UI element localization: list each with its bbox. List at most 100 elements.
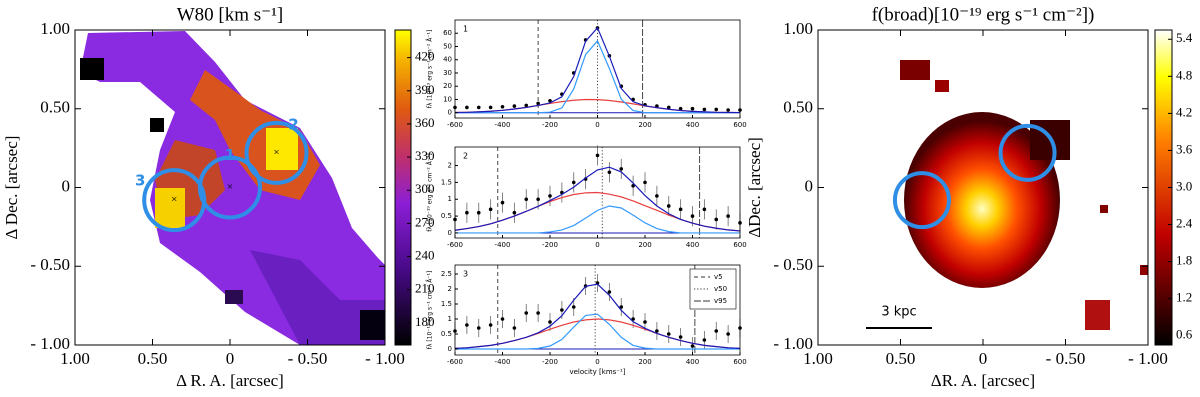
data-point (548, 320, 552, 324)
legend-label: v95 (714, 297, 727, 305)
x-tick-label: -200 (542, 121, 558, 129)
x-tick-label: -400 (495, 121, 511, 129)
y-tick-label: 30 (443, 69, 452, 77)
data-point (726, 108, 730, 112)
colorbar-tick-label: 4.8 (1176, 67, 1192, 82)
x-tick-label: 400 (686, 121, 699, 129)
x-tick-label: 0 (979, 349, 988, 368)
data-point (726, 214, 730, 218)
aperture (244, 120, 309, 185)
y-tick-label: 0 (448, 229, 452, 237)
data-point (476, 105, 481, 110)
aperture-label: 1 (225, 146, 235, 164)
y-axis-label: fλ [10⁻¹⁹ erg s⁻¹ cm⁻² Å⁻¹] (427, 271, 434, 349)
y-axis-label: fλ [10⁻¹⁹ erg s⁻¹ cm⁻² Å⁻¹] (427, 30, 434, 108)
x-tick-label: 400 (686, 241, 699, 249)
data-point (571, 180, 576, 185)
colorbar-tick-label: 5.4 (1176, 30, 1193, 45)
x-tick-label: 0.50 (886, 349, 916, 368)
data-point (619, 305, 624, 309)
data-point (500, 200, 505, 205)
data-point (524, 103, 529, 108)
y-tick-label: 1 (448, 195, 452, 203)
y-tick-label: - 0.50 (773, 255, 813, 274)
colorbar-tick-label: 3.6 (1176, 141, 1193, 156)
aperture-label: 3 (135, 172, 145, 190)
aperture-center: × (273, 146, 279, 158)
flux-map-image (900, 60, 1148, 330)
data-point (643, 320, 647, 324)
data-point (512, 210, 517, 215)
data-point (536, 101, 540, 106)
x-tick-label: - 1.00 (365, 349, 405, 368)
map-panel: W80 [km s⁻¹] 1.00 0.50 0 - 0.50 - 1.00 - 1.00 -… (2, 4, 435, 390)
colorbar-tick-label: 420 (415, 49, 435, 64)
colorbar-tick-label: 390 (415, 82, 435, 97)
data-point (524, 311, 529, 315)
data-point (678, 335, 683, 339)
colorbar-tick-label: 240 (415, 248, 435, 263)
data-point (500, 104, 505, 109)
data-point (702, 338, 707, 342)
data-point (536, 311, 540, 315)
map-panel: f(broad)[10⁻¹⁹ erg s⁻¹ cm⁻²]) 1.00 0.50 0 - … (745, 4, 1193, 390)
x-tick-label: -200 (542, 241, 558, 249)
x-tick-label: 600 (733, 241, 746, 249)
data-point (465, 323, 469, 327)
y-tick-label: 10 (443, 95, 452, 103)
colorbar-tick-label: 2.4 (1176, 216, 1193, 231)
legend-box (689, 268, 737, 310)
x-tick-label: -400 (495, 358, 511, 366)
x-tick-label: - 0.50 (1046, 349, 1086, 368)
x-tick-label: -400 (495, 241, 511, 249)
data-point (476, 210, 481, 215)
fit-curve (454, 26, 741, 114)
x-axis-label: velocity [kms⁻¹] (569, 368, 625, 376)
y-tick-label: 0 (448, 109, 452, 117)
y-tick-label: 0.50 (40, 98, 70, 117)
y-tick-label: 20 (443, 82, 452, 90)
data-point (666, 204, 671, 208)
x-tick-label: 0 (595, 241, 599, 249)
map-title: f(broad)[10⁻¹⁹ erg s⁻¹ cm⁻²]) (872, 4, 1095, 25)
data-point (655, 194, 659, 198)
x-tick-label: 400 (686, 358, 699, 366)
x-tick-label: 0 (595, 121, 599, 129)
panel-label: 3 (463, 270, 468, 279)
colorbar-tick-label: 1.8 (1176, 253, 1192, 268)
colorbar-tick-label: 300 (415, 181, 435, 196)
y-tick-label: - 1.00 (773, 334, 813, 353)
y-tick-label: 2 (448, 285, 452, 293)
colorbar (394, 29, 412, 346)
fit-curve (454, 166, 741, 232)
x-tick-label: -600 (447, 358, 463, 366)
scale-bar-label: 3 kpc (881, 305, 916, 320)
x-tick-label: -200 (542, 358, 558, 366)
y-tick-label: 1.00 (40, 19, 70, 38)
data-point (512, 326, 517, 330)
data-point (678, 207, 683, 212)
y-tick-label: 1.00 (783, 19, 813, 38)
data-point (726, 332, 730, 336)
x-tick-label: 200 (638, 358, 651, 366)
colorbar-tick-label: 1.2 (1176, 290, 1192, 305)
y-axis-label: Δ Dec. [arcsec] (2, 136, 21, 240)
aperture-center: × (227, 181, 233, 193)
spectrum-panel: -600 -400 -200 0 200 400 600 0 0.5 1 1.5 2 2.5 3 fλ [1… (427, 264, 747, 376)
data-point (488, 105, 493, 110)
fit-curve (455, 39, 740, 114)
y-tick-label: 0.50 (783, 98, 813, 117)
y-tick-label: 60 (443, 29, 452, 37)
data-point (548, 98, 552, 103)
y-tick-label: 0 (62, 176, 71, 195)
data-point (465, 105, 469, 110)
map-title: W80 [km s⁻¹] (177, 4, 284, 25)
data-point (690, 106, 695, 111)
x-tick-label: - 1.00 (1128, 349, 1168, 368)
x-axis-label: Δ R. A. [arcsec] (176, 371, 284, 390)
colorbar-tick-label: 330 (415, 148, 435, 163)
w80-map-image (80, 31, 385, 345)
colorbar-tick-label: 4.2 (1176, 104, 1192, 119)
data-point (607, 290, 612, 294)
